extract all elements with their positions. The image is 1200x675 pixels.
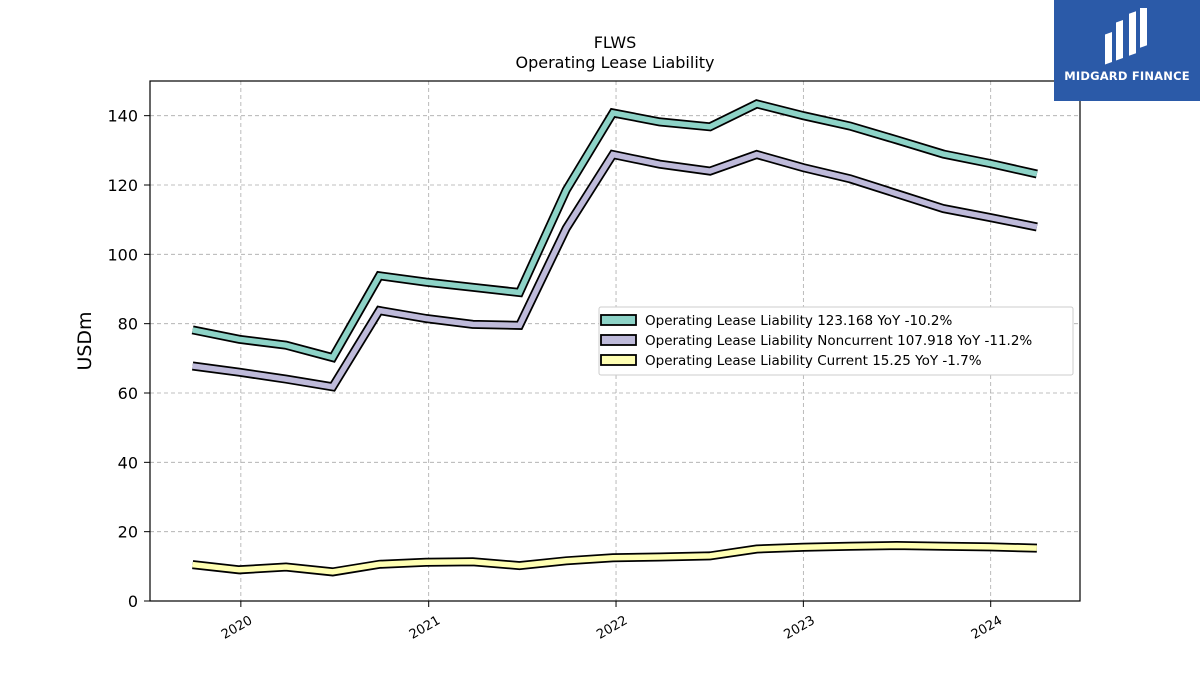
- x-tick-label: 2022: [594, 613, 630, 643]
- y-tick-label: 40: [118, 453, 138, 472]
- y-tick-label: 60: [118, 384, 138, 403]
- series-line-3: [192, 542, 1037, 575]
- y-tick-label: 100: [107, 245, 138, 264]
- brand-name: MIDGARD FINANCE: [1064, 69, 1190, 83]
- y-tick-label: 0: [128, 592, 138, 611]
- y-axis-label: USDm: [74, 311, 96, 370]
- x-tick-label: 2024: [969, 613, 1005, 643]
- legend-swatch-2: [600, 334, 637, 346]
- y-tick-label: 120: [107, 176, 138, 195]
- series-line-2: [192, 151, 1038, 390]
- legend-label-2: Operating Lease Liability Noncurrent 107…: [645, 333, 1032, 349]
- legend-swatch-1: [600, 314, 637, 326]
- chart-title: FLWS: [594, 33, 637, 52]
- plot-frame: [149, 80, 1081, 602]
- y-tick-label: 140: [107, 107, 138, 126]
- legend-box: [598, 306, 1074, 376]
- y-tick-label: 20: [118, 523, 138, 542]
- brand-logo: MIDGARD FINANCE: [1054, 0, 1200, 101]
- series-lines: [191, 99, 1038, 577]
- chart-subtitle: Operating Lease Liability: [515, 53, 714, 72]
- midgard-logo-icon: [1105, 8, 1147, 65]
- series-line-1: [192, 100, 1038, 361]
- y-tick-label: 80: [118, 315, 138, 334]
- x-tick-label: 2021: [407, 613, 443, 643]
- legend-swatch-3: [600, 354, 637, 366]
- x-tick-label: 2023: [782, 613, 818, 643]
- x-tick-label: 2020: [219, 613, 255, 643]
- legend: Operating Lease Liability 123.168 YoY -1…: [598, 306, 1074, 376]
- legend-label-1: Operating Lease Liability 123.168 YoY -1…: [645, 313, 953, 329]
- legend-label-3: Operating Lease Liability Current 15.25 …: [645, 353, 982, 369]
